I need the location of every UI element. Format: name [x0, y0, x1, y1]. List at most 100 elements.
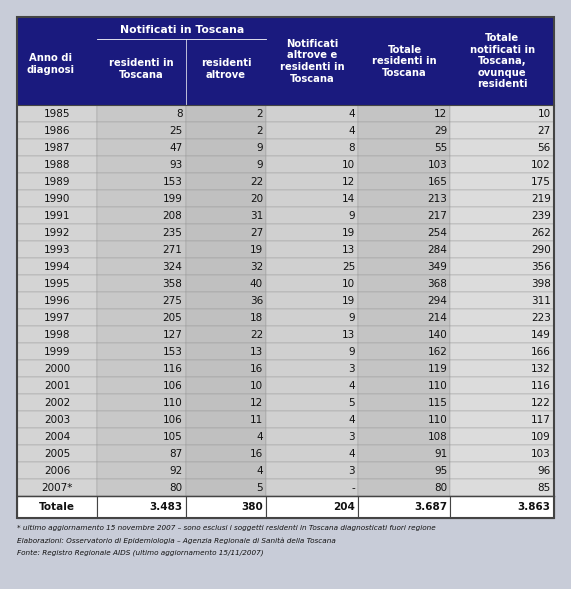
Text: 140: 140: [428, 330, 447, 340]
Bar: [451, 394, 554, 411]
Bar: [451, 378, 554, 394]
Text: 13: 13: [342, 244, 355, 254]
Bar: [359, 428, 451, 445]
Text: 223: 223: [531, 313, 551, 323]
Bar: [186, 378, 266, 394]
Text: 103: 103: [428, 160, 447, 170]
Bar: [98, 462, 186, 479]
Bar: [186, 360, 266, 378]
Text: 1991: 1991: [44, 211, 70, 221]
Text: 311: 311: [531, 296, 551, 306]
Bar: [266, 207, 359, 224]
Bar: [186, 207, 266, 224]
Bar: [359, 122, 451, 139]
Bar: [451, 309, 554, 326]
Text: 1989: 1989: [44, 177, 70, 187]
Bar: [266, 326, 359, 343]
Text: 102: 102: [531, 160, 551, 170]
Bar: [451, 462, 554, 479]
Bar: [266, 292, 359, 309]
Text: 10: 10: [250, 380, 263, 391]
Text: Elaborazioni: Osservatorio di Epidemiologia – Agenzia Regionale di Sanità della : Elaborazioni: Osservatorio di Epidemiolo…: [17, 537, 336, 544]
Bar: [17, 378, 98, 394]
Text: 219: 219: [531, 194, 551, 204]
Bar: [98, 105, 186, 122]
Text: residenti
altrove: residenti altrove: [201, 58, 251, 80]
Text: 4: 4: [348, 108, 355, 118]
Bar: [17, 224, 98, 241]
Text: 9: 9: [256, 160, 263, 170]
Bar: [359, 275, 451, 292]
Text: 1985: 1985: [44, 108, 70, 118]
Bar: [266, 462, 359, 479]
Text: 2003: 2003: [44, 415, 70, 425]
Bar: [17, 445, 98, 462]
Text: 8: 8: [176, 108, 183, 118]
Bar: [98, 343, 186, 360]
Text: 1986: 1986: [44, 125, 70, 135]
Bar: [98, 139, 186, 156]
Text: 1993: 1993: [44, 244, 70, 254]
Bar: [359, 497, 451, 518]
Text: 165: 165: [427, 177, 447, 187]
Text: 3: 3: [348, 432, 355, 442]
Text: 199: 199: [163, 194, 183, 204]
Bar: [359, 190, 451, 207]
Text: 106: 106: [163, 415, 183, 425]
Bar: [17, 326, 98, 343]
Text: 127: 127: [163, 330, 183, 340]
Bar: [98, 445, 186, 462]
Bar: [98, 207, 186, 224]
Bar: [186, 173, 266, 190]
Bar: [98, 411, 186, 428]
Bar: [186, 497, 266, 518]
Text: 16: 16: [250, 449, 263, 459]
Bar: [266, 190, 359, 207]
Text: 110: 110: [428, 415, 447, 425]
Text: 32: 32: [250, 262, 263, 272]
Bar: [266, 241, 359, 258]
Text: 3: 3: [348, 466, 355, 476]
Bar: [266, 360, 359, 378]
Text: 262: 262: [531, 228, 551, 238]
Text: 55: 55: [434, 143, 447, 153]
Bar: [359, 326, 451, 343]
Bar: [451, 360, 554, 378]
Text: 153: 153: [163, 347, 183, 357]
Bar: [186, 292, 266, 309]
Bar: [98, 122, 186, 139]
Bar: [451, 292, 554, 309]
Bar: [17, 309, 98, 326]
Text: 1996: 1996: [44, 296, 70, 306]
Text: 1987: 1987: [44, 143, 70, 153]
Text: 9: 9: [348, 211, 355, 221]
Text: 1994: 1994: [44, 262, 70, 272]
Bar: [17, 241, 98, 258]
Text: 40: 40: [250, 279, 263, 289]
Text: 4: 4: [348, 125, 355, 135]
Text: 254: 254: [427, 228, 447, 238]
Text: 31: 31: [250, 211, 263, 221]
Bar: [266, 378, 359, 394]
Text: Totale
notificati in
Toscana,
ovunque
residenti: Totale notificati in Toscana, ovunque re…: [470, 33, 535, 90]
Text: 2004: 2004: [44, 432, 70, 442]
Text: 20: 20: [250, 194, 263, 204]
Bar: [98, 275, 186, 292]
Text: 122: 122: [531, 398, 551, 408]
Text: 239: 239: [531, 211, 551, 221]
Bar: [451, 139, 554, 156]
Bar: [266, 224, 359, 241]
Bar: [266, 343, 359, 360]
Text: 205: 205: [163, 313, 183, 323]
Bar: [451, 343, 554, 360]
Bar: [266, 258, 359, 275]
Text: 10: 10: [538, 108, 551, 118]
Bar: [98, 309, 186, 326]
Bar: [98, 190, 186, 207]
Text: 1995: 1995: [44, 279, 70, 289]
Bar: [17, 207, 98, 224]
Text: 2002: 2002: [44, 398, 70, 408]
Bar: [451, 105, 554, 122]
Text: 95: 95: [434, 466, 447, 476]
Text: 2000: 2000: [44, 364, 70, 374]
